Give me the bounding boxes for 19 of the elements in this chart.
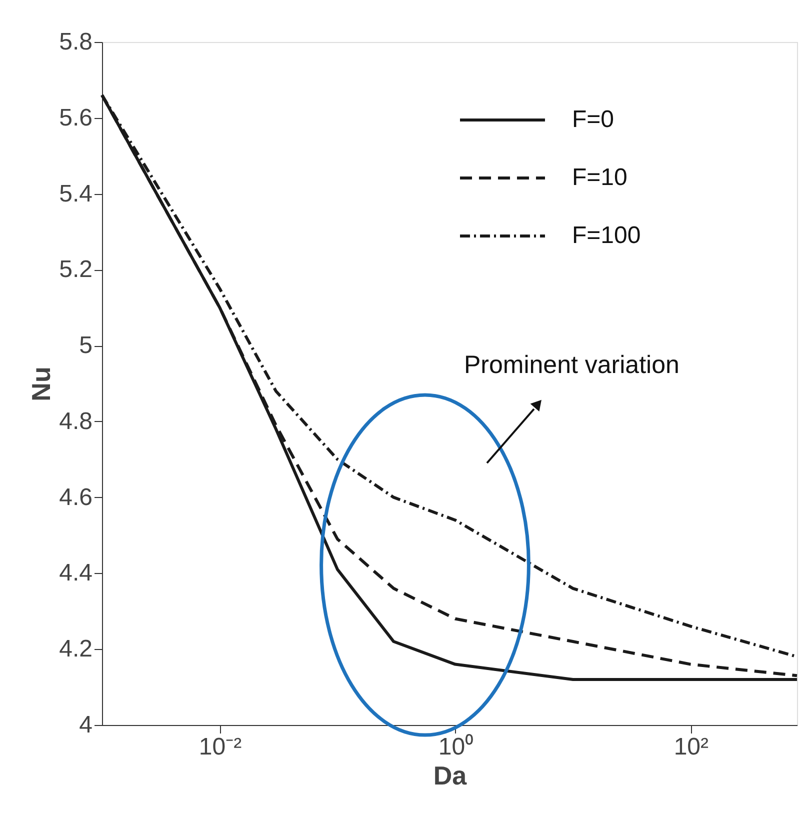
y-tick-label: 4.6 bbox=[59, 484, 92, 511]
y-tick-label: 5.8 bbox=[59, 28, 92, 56]
y-tick-label: 5.2 bbox=[59, 256, 92, 284]
x-tick-label: 10² bbox=[674, 734, 709, 760]
legend-label: F=100 bbox=[572, 222, 641, 249]
x-tick-label: 10⁰ bbox=[438, 734, 474, 760]
y-tick-label: 5.4 bbox=[59, 180, 92, 208]
y-axis-title: Nu bbox=[26, 366, 56, 402]
y-tick-label: 4.8 bbox=[59, 408, 92, 435]
y-tick-label: 4 bbox=[79, 712, 92, 738]
legend-label: F=10 bbox=[572, 164, 628, 191]
annotation: Prominent variation bbox=[464, 351, 680, 379]
x-tick-label: 10⁻² bbox=[198, 734, 242, 760]
y-tick-label: 4.4 bbox=[59, 560, 92, 587]
y-tick-label: 5.6 bbox=[59, 104, 92, 132]
y-tick-label: 4.2 bbox=[59, 636, 92, 663]
y-tick-label: 5 bbox=[79, 332, 92, 360]
legend-label: F=0 bbox=[572, 106, 614, 133]
x-axis-title: Da bbox=[433, 760, 468, 790]
